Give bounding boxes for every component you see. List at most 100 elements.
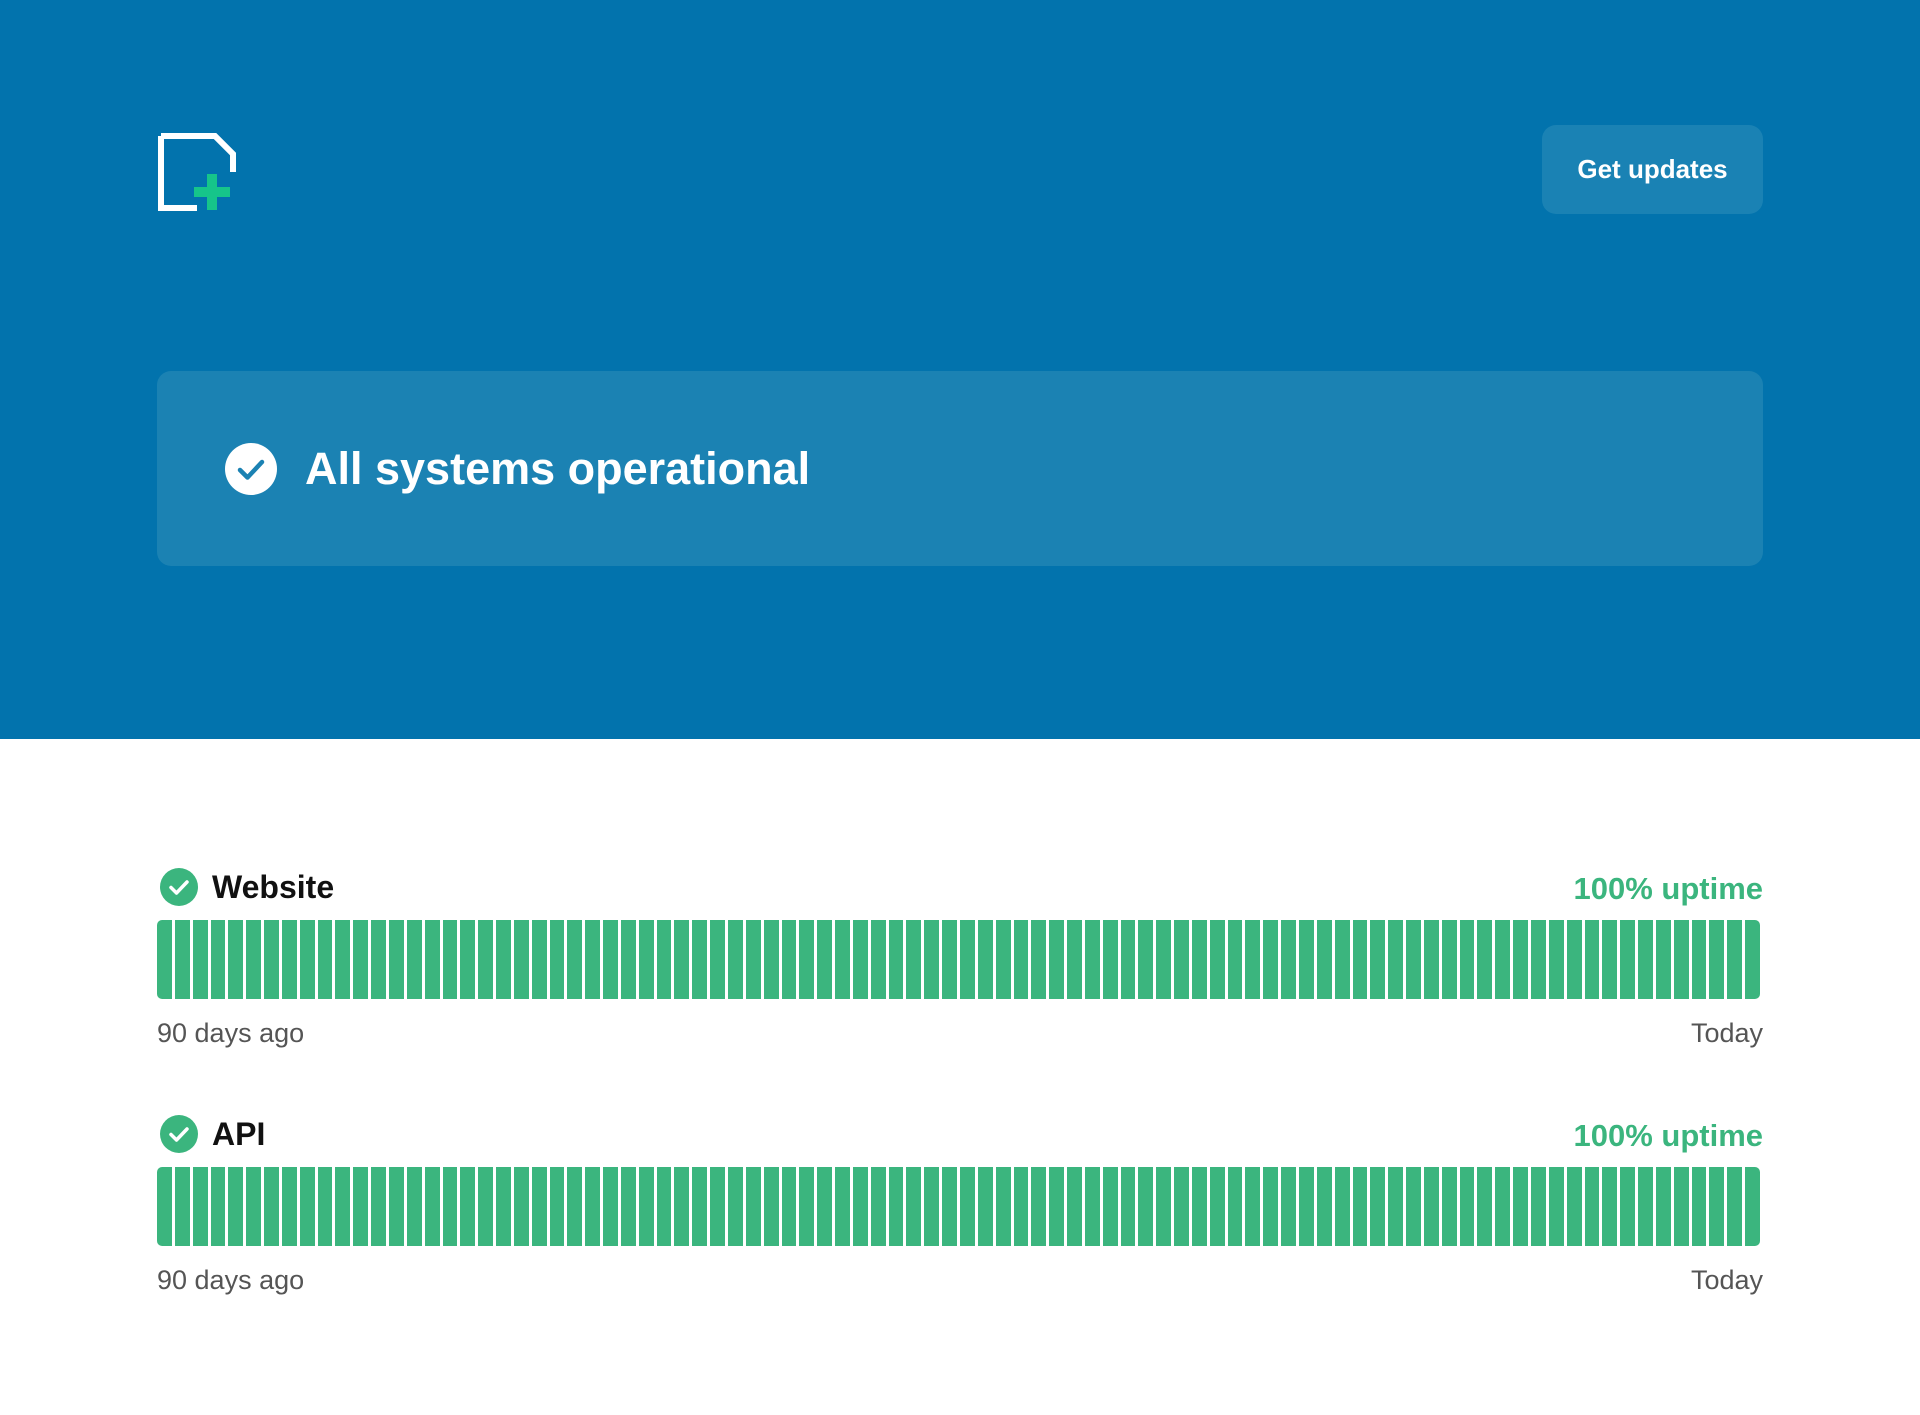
uptime-day-bar[interactable] bbox=[1406, 920, 1421, 999]
uptime-day-bar[interactable] bbox=[656, 1167, 672, 1246]
uptime-day-bar[interactable] bbox=[1209, 920, 1225, 999]
uptime-day-bar[interactable] bbox=[1299, 920, 1314, 999]
uptime-day-bar[interactable] bbox=[1548, 1167, 1564, 1246]
uptime-day-bar[interactable] bbox=[371, 920, 386, 999]
uptime-day-bar[interactable] bbox=[460, 1167, 476, 1246]
uptime-day-bar[interactable] bbox=[1530, 920, 1546, 999]
uptime-day-bar[interactable] bbox=[1495, 1167, 1511, 1246]
uptime-day-bar[interactable] bbox=[246, 920, 262, 999]
uptime-day-bar[interactable] bbox=[781, 920, 797, 999]
uptime-day-bar[interactable] bbox=[388, 1167, 404, 1246]
uptime-day-bar[interactable] bbox=[763, 920, 779, 999]
uptime-day-bar[interactable] bbox=[924, 920, 940, 999]
uptime-day-bar[interactable] bbox=[1584, 1167, 1600, 1246]
uptime-day-bar[interactable] bbox=[656, 920, 672, 999]
uptime-day-bar[interactable] bbox=[870, 920, 886, 999]
uptime-day-bar[interactable] bbox=[353, 920, 369, 999]
uptime-day-bar[interactable] bbox=[442, 920, 458, 999]
uptime-day-bar[interactable] bbox=[852, 920, 868, 999]
uptime-day-bar[interactable] bbox=[1031, 1167, 1047, 1246]
uptime-day-bar[interactable] bbox=[1638, 920, 1653, 999]
uptime-day-bar[interactable] bbox=[1370, 920, 1386, 999]
uptime-day-bar[interactable] bbox=[1513, 920, 1528, 999]
uptime-day-bar[interactable] bbox=[1281, 1167, 1296, 1246]
uptime-day-bar[interactable] bbox=[1156, 1167, 1172, 1246]
uptime-day-bar[interactable] bbox=[388, 920, 404, 999]
uptime-day-bar[interactable] bbox=[1316, 920, 1332, 999]
uptime-day-bar[interactable] bbox=[835, 920, 850, 999]
uptime-day-bar[interactable] bbox=[1423, 1167, 1439, 1246]
uptime-day-bar[interactable] bbox=[1067, 1167, 1082, 1246]
uptime-day-bar[interactable] bbox=[674, 920, 690, 999]
uptime-day-bar[interactable] bbox=[1334, 1167, 1350, 1246]
uptime-day-bar[interactable] bbox=[1441, 1167, 1457, 1246]
uptime-day-bar[interactable] bbox=[424, 920, 440, 999]
uptime-day-bar[interactable] bbox=[888, 1167, 904, 1246]
uptime-day-bar[interactable] bbox=[977, 920, 993, 999]
uptime-day-bar[interactable] bbox=[1049, 920, 1065, 999]
uptime-day-bar[interactable] bbox=[1245, 920, 1261, 999]
uptime-day-bar[interactable] bbox=[1334, 920, 1350, 999]
uptime-day-bar[interactable] bbox=[1370, 1167, 1386, 1246]
uptime-day-bar[interactable] bbox=[424, 1167, 440, 1246]
uptime-day-bar[interactable] bbox=[1709, 1167, 1725, 1246]
uptime-day-bar[interactable] bbox=[995, 920, 1011, 999]
uptime-day-bar[interactable] bbox=[942, 920, 957, 999]
uptime-day-bar[interactable] bbox=[1602, 1167, 1618, 1246]
uptime-day-bar[interactable] bbox=[799, 1167, 815, 1246]
uptime-day-bar[interactable] bbox=[1299, 1167, 1314, 1246]
uptime-day-bar[interactable] bbox=[1441, 920, 1457, 999]
uptime-day-bar[interactable] bbox=[959, 1167, 975, 1246]
uptime-day-bar[interactable] bbox=[1477, 1167, 1493, 1246]
uptime-day-bar[interactable] bbox=[549, 920, 565, 999]
uptime-day-bar[interactable] bbox=[1138, 1167, 1154, 1246]
uptime-day-bar[interactable] bbox=[1691, 1167, 1707, 1246]
uptime-day-bar[interactable] bbox=[1013, 1167, 1029, 1246]
uptime-day-bar[interactable] bbox=[549, 1167, 565, 1246]
uptime-day-bar[interactable] bbox=[906, 1167, 922, 1246]
uptime-day-bar[interactable] bbox=[995, 1167, 1011, 1246]
uptime-day-bar[interactable] bbox=[1031, 920, 1047, 999]
uptime-day-bar[interactable] bbox=[1281, 920, 1296, 999]
uptime-day-bar[interactable] bbox=[1120, 1167, 1136, 1246]
uptime-day-bar[interactable] bbox=[1352, 920, 1368, 999]
uptime-day-bar[interactable] bbox=[835, 1167, 850, 1246]
uptime-day-bar[interactable] bbox=[1727, 1167, 1743, 1246]
uptime-day-bar[interactable] bbox=[745, 920, 761, 999]
uptime-day-bar[interactable] bbox=[1120, 920, 1136, 999]
uptime-day-bar[interactable] bbox=[1263, 1167, 1279, 1246]
uptime-day-bar[interactable] bbox=[157, 1167, 172, 1246]
uptime-day-bar[interactable] bbox=[246, 1167, 262, 1246]
uptime-day-bar[interactable] bbox=[924, 1167, 940, 1246]
uptime-day-bar[interactable] bbox=[460, 920, 476, 999]
uptime-day-bar[interactable] bbox=[1548, 920, 1564, 999]
uptime-day-bar[interactable] bbox=[531, 1167, 547, 1246]
uptime-day-bar[interactable] bbox=[1191, 920, 1207, 999]
uptime-day-bar[interactable] bbox=[1084, 920, 1100, 999]
uptime-day-bar[interactable] bbox=[1352, 1167, 1368, 1246]
uptime-day-bar[interactable] bbox=[531, 920, 547, 999]
uptime-day-bar[interactable] bbox=[281, 920, 297, 999]
uptime-day-bar[interactable] bbox=[692, 920, 708, 999]
uptime-day-bar[interactable] bbox=[371, 1167, 386, 1246]
uptime-day-bar[interactable] bbox=[906, 920, 922, 999]
uptime-day-bar[interactable] bbox=[174, 920, 190, 999]
uptime-day-bar[interactable] bbox=[513, 1167, 529, 1246]
uptime-day-bar[interactable] bbox=[1227, 1167, 1243, 1246]
uptime-day-bar[interactable] bbox=[1602, 920, 1618, 999]
uptime-day-bar[interactable] bbox=[1459, 920, 1475, 999]
uptime-day-bar[interactable] bbox=[710, 920, 725, 999]
uptime-day-bar[interactable] bbox=[1013, 920, 1029, 999]
uptime-day-bar[interactable] bbox=[228, 920, 244, 999]
uptime-day-bar[interactable] bbox=[210, 920, 226, 999]
uptime-day-bar[interactable] bbox=[335, 920, 351, 999]
uptime-day-bar[interactable] bbox=[1388, 920, 1404, 999]
uptime-day-bar[interactable] bbox=[1655, 1167, 1671, 1246]
uptime-day-bar[interactable] bbox=[1727, 920, 1743, 999]
uptime-day-bar[interactable] bbox=[442, 1167, 458, 1246]
uptime-day-bar[interactable] bbox=[1209, 1167, 1225, 1246]
uptime-day-bar[interactable] bbox=[281, 1167, 297, 1246]
uptime-day-bar[interactable] bbox=[1459, 1167, 1475, 1246]
uptime-day-bar[interactable] bbox=[317, 920, 333, 999]
uptime-day-bar[interactable] bbox=[692, 1167, 708, 1246]
